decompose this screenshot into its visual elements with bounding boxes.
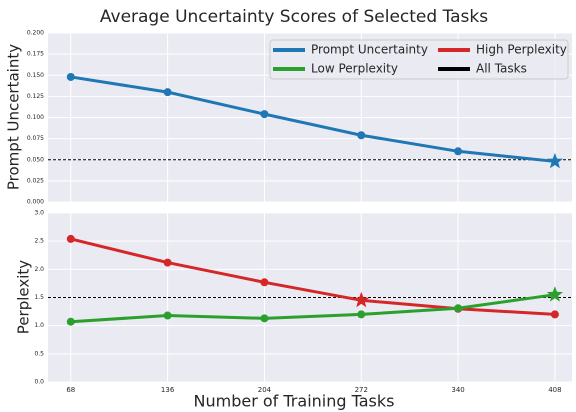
y-tick-label: 0.075 [27,135,44,142]
point [260,278,269,287]
x-tick-label: 204 [258,386,272,394]
y-tick-label: 0.050 [27,156,44,163]
y-axis-label: Perplexity [15,260,33,334]
y-tick-label: 0.150 [27,72,44,79]
y-tick-label: 0.5 [34,350,44,357]
legend-label: Low Perplexity [311,62,398,76]
legend-label: All Tasks [476,62,527,76]
point [260,314,269,323]
y-tick-label: 0.100 [27,114,44,121]
point [454,147,463,156]
point [163,311,172,320]
chart-title: Average Uncertainty Scores of Selected T… [100,7,488,27]
y-tick-label: 0.200 [27,30,44,37]
y-tick-label: 1.0 [34,322,44,329]
y-tick-label: 0.025 [27,177,44,184]
y-tick-label: 0.000 [27,199,44,206]
legend-box [269,39,569,80]
star-marker [353,291,370,308]
y-tick-label: 0.175 [27,51,44,58]
x-tick-label: 340 [451,386,464,394]
y-axis-label: Prompt Uncertainty [5,44,23,190]
point [550,310,559,319]
line [70,293,556,324]
point [357,131,366,140]
point [454,304,463,313]
y-tick-label: 3.0 [34,210,44,217]
point [357,310,366,319]
legend-label: Prompt Uncertainty [311,43,428,57]
y-tick-label: 1.5 [34,294,44,301]
point [260,110,269,119]
y-tick-label: 0.125 [27,93,44,100]
point [66,72,75,81]
x-tick-label: 272 [355,386,368,394]
star-marker [546,286,563,302]
point [163,258,172,267]
legend-label: High Perplexity [476,43,567,57]
x-tick-label: 68 [66,386,75,394]
y-tick-label: 0.0 [34,379,44,386]
y-tick-label: 2.5 [34,238,44,245]
y-tick-label: 2.0 [34,266,44,273]
star-marker [546,152,563,169]
x-tick-label: 136 [161,386,175,394]
x-tick-label: 408 [548,386,561,394]
point [66,234,75,243]
point [163,88,172,97]
point [66,317,75,326]
line [70,75,556,163]
line [70,237,556,316]
x-axis-label: Number of Training Tasks [194,392,395,411]
